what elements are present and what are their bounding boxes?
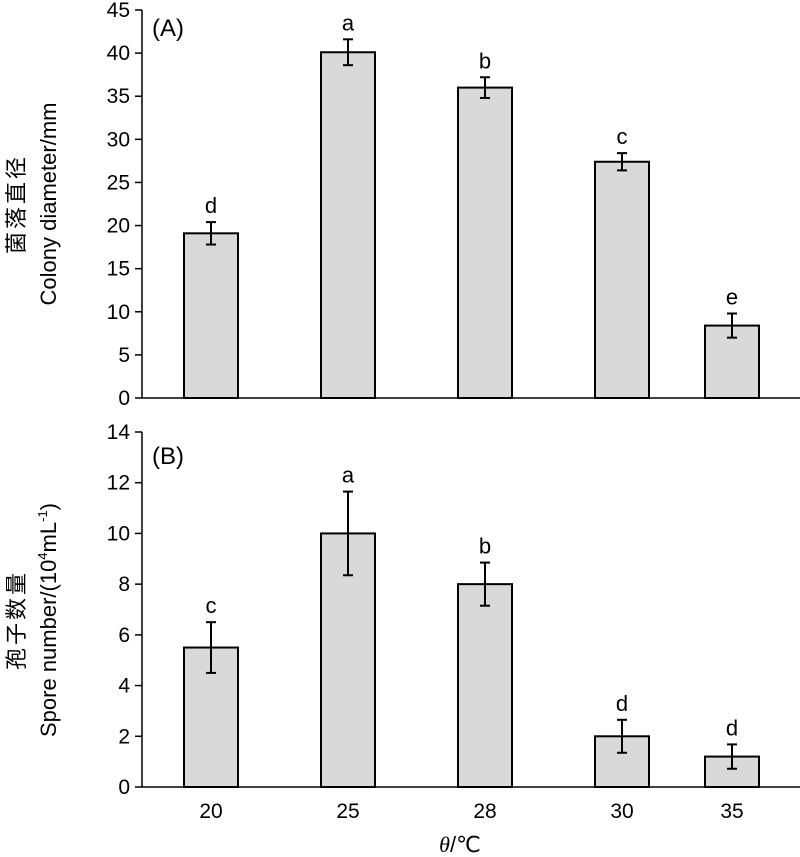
panel-a-ytick-label: 5: [118, 344, 130, 367]
panel-a-ytick-label: 10: [107, 301, 130, 324]
panel-b-ytick-label: 6: [118, 624, 130, 647]
panel-a-bar-25: [320, 51, 376, 399]
panel-b-ylabel: Spore number/(104mL-1) 孢子数量: [4, 503, 61, 737]
panel-a-ytick-label: 30: [107, 128, 130, 151]
panel-b-ylabel-sup1: 4: [35, 552, 50, 559]
panel-b-ylabel-end: ): [36, 503, 61, 510]
panel-a-ytick-label: 40: [107, 42, 130, 65]
panel-b-ytick-label: 12: [107, 472, 130, 495]
panel-a-ylabel: Colony diameter/mm 菌落直径: [4, 103, 61, 306]
panel-a-bar-30: [594, 160, 650, 399]
x-axis-title: θ/℃: [439, 832, 481, 857]
panel-a-ytick-label: 45: [107, 0, 130, 22]
x-axis-title-unit: /℃: [450, 832, 481, 857]
panel-b-ylabel-mid: mL: [36, 522, 61, 553]
panel-b-significance-label: d: [726, 715, 738, 740]
panel-a-bar-20: [183, 232, 239, 399]
panel-a-significance-label: d: [205, 193, 217, 218]
panel-b-significance-label: c: [206, 593, 217, 618]
panel-b-significance-label: d: [616, 691, 628, 716]
panel-a-label: (A): [152, 15, 184, 42]
x-tick-labels: 20 25 28 30 35: [199, 800, 743, 823]
panel-a-bars: d a b c e: [183, 10, 760, 399]
panel-a-ylabel-cn: 菌落直径: [4, 154, 29, 254]
panel-b-yticks: 0 2 4 6 8 10 12 14: [107, 421, 142, 799]
x-tick-label: 20: [199, 800, 222, 823]
panel-a-significance-label: e: [726, 285, 738, 310]
panel-a-significance-label: a: [342, 10, 355, 35]
panel-b-significance-label: a: [342, 463, 355, 488]
panel-a-ytick-label: 15: [107, 258, 130, 281]
panel-a-ytick-label: 0: [118, 387, 130, 410]
panel-b-label: (B): [152, 443, 184, 470]
panel-a-ylabel-en: Colony diameter/mm: [36, 103, 61, 306]
panel-b-bar-28: [457, 583, 513, 789]
panel-a-ytick-label: 25: [107, 171, 130, 194]
panel-a-bar-28: [457, 86, 513, 399]
panel-a: 0 5 10 15 20 25 30 35 40 45 d a b c e (A) Colony diam…: [4, 0, 800, 410]
panel-b-ylabel-en: Spore number/(104mL-1): [35, 503, 61, 737]
panel-a-ytick-label: 35: [107, 85, 130, 108]
panel-b-ytick-label: 10: [107, 522, 130, 545]
panel-b-ylabel-cn: 孢子数量: [4, 570, 29, 670]
panel-b-ytick-label: 0: [118, 776, 130, 799]
panel-b-ytick-label: 8: [118, 573, 130, 596]
panel-a-ytick-label: 20: [107, 215, 130, 238]
x-tick-label: 30: [610, 800, 633, 823]
x-tick-label: 25: [336, 800, 359, 823]
x-tick-label: 28: [473, 800, 496, 823]
panel-b-ytick-label: 4: [118, 675, 130, 698]
panel-b-ylabel-main: Spore number/(10: [36, 560, 61, 737]
x-axis-title-symbol: θ: [439, 832, 450, 857]
panel-b-ytick-label: 2: [118, 725, 130, 748]
panel-b-bars: c a b d d: [183, 463, 760, 789]
panel-b-ytick-label: 14: [107, 421, 131, 444]
panel-b-ylabel-sup2: -1: [35, 510, 50, 522]
panel-a-yticks: 0 5 10 15 20 25 30 35 40 45: [107, 0, 142, 410]
x-tick-label: 35: [720, 800, 743, 823]
panel-a-significance-label: b: [479, 48, 491, 73]
panel-a-significance-label: c: [617, 124, 628, 149]
panel-b-significance-label: b: [479, 534, 491, 559]
